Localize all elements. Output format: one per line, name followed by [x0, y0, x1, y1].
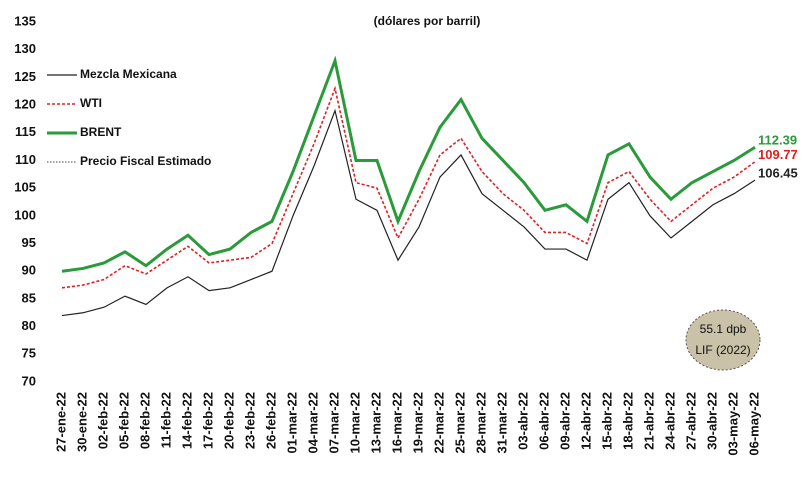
x-tick-label: 05-feb-22: [116, 392, 131, 449]
fiscal-note: LIF (2022): [695, 343, 750, 357]
x-tick-label: 22-mar-22: [431, 392, 446, 453]
y-tick-label: 75: [22, 346, 36, 361]
legend-label: Mezcla Mexicana: [80, 67, 177, 81]
x-tick-label: 06-abr-22: [536, 392, 551, 450]
x-tick-label: 10-mar-22: [347, 392, 362, 453]
x-tick-label: 06-may-22: [746, 392, 761, 456]
x-tick-label: 08-feb-22: [137, 392, 152, 449]
legend-label: Precio Fiscal Estimado: [80, 154, 211, 168]
y-tick-label: 125: [14, 69, 36, 84]
x-tick-label: 01-mar-22: [284, 392, 299, 453]
x-tick-label: 11-feb-22: [158, 392, 173, 448]
y-tick-label: 70: [22, 373, 36, 388]
value-label: 106.45: [758, 166, 798, 181]
x-tick-label: 30-ene-22: [74, 392, 89, 452]
x-tick-label: 25-mar-22: [452, 392, 467, 453]
y-tick-label: 130: [14, 41, 36, 56]
x-tick-label: 19-mar-22: [410, 392, 425, 453]
y-tick-label: 95: [22, 235, 36, 250]
x-tick-label: 23-feb-22: [242, 392, 257, 449]
chart-subtitle: (dólares por barril): [374, 14, 481, 28]
x-tick-label: 02-feb-22: [95, 392, 110, 449]
value-label: 112.39: [758, 133, 797, 148]
y-tick-label: 80: [22, 318, 36, 333]
x-tick-label: 03-abr-22: [515, 392, 530, 450]
y-tick-label: 105: [14, 180, 36, 195]
x-tick-label: 21-abr-22: [641, 392, 656, 450]
value-label: 109.77: [758, 147, 798, 162]
y-tick-label: 135: [14, 13, 36, 28]
series-line: [61, 55, 756, 273]
x-tick-label: 07-mar-22: [326, 392, 341, 453]
y-tick-label: 90: [22, 263, 36, 278]
x-tick-label: 17-feb-22: [200, 392, 215, 449]
x-tick-label: 20-feb-22: [221, 392, 236, 449]
x-tick-label: 09-abr-22: [557, 392, 572, 450]
x-tick-label: 24-abr-22: [662, 392, 677, 450]
y-tick-label: 110: [15, 152, 36, 167]
x-tick-label: 16-mar-22: [389, 392, 404, 453]
x-tick-label: 15-abr-22: [599, 392, 614, 450]
y-tick-label: 100: [14, 207, 36, 222]
x-tick-label: 04-mar-22: [305, 392, 320, 453]
x-tick-label: 27-abr-22: [683, 392, 698, 450]
x-tick-label: 30-abr-22: [704, 392, 719, 450]
fiscal-badge: [685, 309, 761, 371]
x-tick-label: 13-mar-22: [368, 392, 383, 453]
x-tick-label: 18-abr-22: [620, 392, 635, 450]
legend-label: BRENT: [80, 125, 122, 139]
y-tick-label: 120: [14, 97, 36, 112]
x-tick-label: 27-ene-22: [53, 392, 68, 452]
x-tick-label: 12-abr-22: [578, 392, 593, 450]
y-tick-label: 115: [15, 124, 36, 139]
x-tick-label: 14-feb-22: [179, 392, 194, 449]
series-line: [61, 108, 756, 317]
x-tick-label: 26-feb-22: [263, 392, 278, 449]
fiscal-label: 55.1 dpb: [700, 322, 747, 336]
x-tick-label: 28-mar-22: [473, 392, 488, 453]
legend-label: WTI: [80, 96, 102, 110]
series-line: [61, 85, 756, 289]
x-tick-label: 31-mar-22: [494, 392, 509, 453]
x-tick-label: 03-may-22: [725, 392, 740, 456]
y-tick-label: 85: [22, 290, 36, 305]
